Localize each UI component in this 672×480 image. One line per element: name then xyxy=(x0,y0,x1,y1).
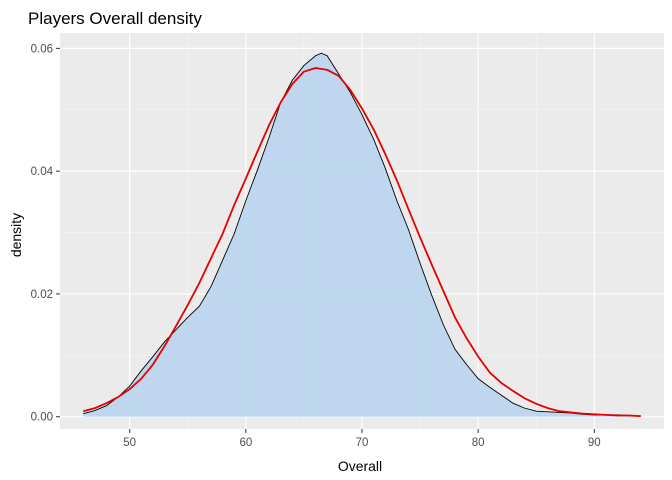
normal-fit-curve xyxy=(83,67,641,418)
x-axis-title: Overall xyxy=(338,458,382,474)
axes: 50 60 70 80 90 0.00 0.02 0.04 0.06 xyxy=(31,43,601,449)
density-area xyxy=(83,53,641,417)
x-tick-label: 60 xyxy=(239,437,252,449)
x-tick-label: 90 xyxy=(588,437,601,449)
plot-data xyxy=(83,52,641,418)
x-tick-label: 50 xyxy=(123,437,136,449)
y-axis-title: density xyxy=(8,213,24,257)
y-tick-label: 0.06 xyxy=(31,43,53,55)
y-tick-label: 0.04 xyxy=(31,166,54,178)
density-outline xyxy=(83,52,641,417)
chart-title: Players Overall density xyxy=(28,9,202,28)
y-tick-label: 0.00 xyxy=(31,412,53,424)
x-tick-label: 80 xyxy=(472,437,485,449)
y-tick-label: 0.02 xyxy=(31,289,53,301)
x-tick-label: 70 xyxy=(356,437,369,449)
